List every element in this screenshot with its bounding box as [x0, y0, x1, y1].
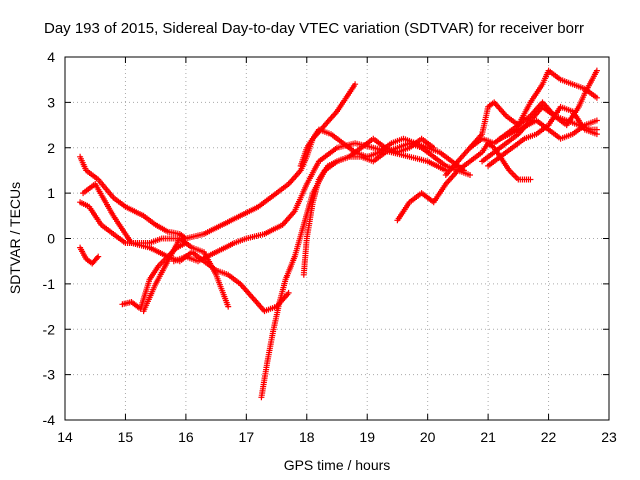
y-tick-label: 1: [47, 185, 55, 201]
x-axis-label: GPS time / hours: [284, 457, 391, 473]
series-track-12: [442, 67, 600, 178]
x-tick-label: 22: [541, 429, 557, 445]
x-tick-label: 21: [480, 429, 496, 445]
series-track-2: [77, 153, 189, 242]
x-tick-label: 23: [601, 429, 617, 445]
series-track-16: [497, 117, 600, 142]
y-tick-label: -3: [43, 367, 56, 383]
x-tick-label: 18: [299, 429, 315, 445]
y-tick-label: -1: [43, 276, 56, 292]
series-markers: [497, 117, 600, 142]
series-markers: [80, 181, 292, 315]
y-tick-label: 3: [47, 94, 55, 110]
y-tick-label: 4: [47, 49, 55, 65]
y-tick-label: 0: [47, 231, 55, 247]
series-markers: [297, 126, 467, 174]
x-tick-label: 20: [420, 429, 436, 445]
x-tick-label: 17: [239, 429, 255, 445]
x-tick-label: 19: [359, 429, 375, 445]
x-tick-label: 16: [178, 429, 194, 445]
series-track-1: [77, 244, 102, 267]
series-markers: [77, 244, 102, 267]
x-tick-label: 14: [57, 429, 73, 445]
series-track-4: [80, 181, 292, 315]
data-points: [77, 67, 600, 401]
y-tick-label: 2: [47, 140, 55, 156]
y-axis-label: SDTVAR / TECUs: [7, 182, 23, 294]
chart-title: Day 193 of 2015, Sidereal Day-to-day VTE…: [44, 20, 584, 37]
series-markers: [77, 153, 189, 242]
y-tick-label: -4: [43, 412, 56, 428]
y-tick-label: -2: [43, 321, 56, 337]
x-tick-label: 15: [118, 429, 134, 445]
series-markers: [442, 67, 600, 178]
series-track-10: [297, 126, 467, 174]
